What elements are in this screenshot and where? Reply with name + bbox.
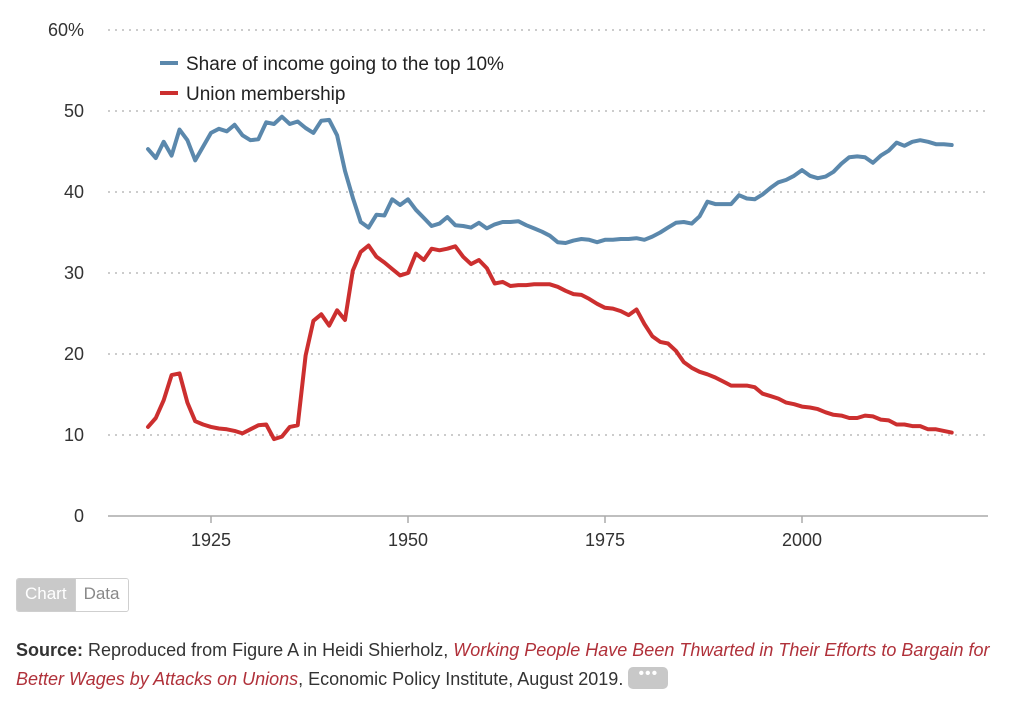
- legend-label: Union membership: [186, 84, 345, 105]
- legend: Share of income going to the top 10% Uni…: [160, 54, 504, 105]
- y-tick-label: 50: [64, 101, 84, 121]
- source-text: Reproduced from Figure A in Heidi Shierh…: [83, 640, 454, 660]
- source-text-end: , Economic Policy Institute, August 2019…: [298, 669, 624, 689]
- series-line-income-share[interactable]: [146, 114, 954, 245]
- chart-tab[interactable]: Chart: [17, 579, 75, 611]
- y-tick-label: 20: [64, 344, 84, 364]
- y-tick-label: 60%: [48, 20, 84, 40]
- series-line-union-membership[interactable]: [146, 243, 954, 442]
- source-note: Source: Reproduced from Figure A in Heid…: [16, 636, 1016, 694]
- more-options-button[interactable]: •••: [628, 666, 669, 690]
- x-tick-label: 1975: [585, 530, 625, 550]
- y-tick-label: 0: [74, 506, 84, 526]
- chart-data-toggle: Chart Data: [16, 578, 129, 612]
- y-tick-label: 10: [64, 425, 84, 445]
- y-tick-label: 30: [64, 263, 84, 283]
- line-chart: 0 10 20 30 40 50 60% 1925 1950 1975 2000 Share of…: [48, 20, 988, 550]
- x-axis: 1925 1950 1975 2000: [191, 516, 822, 550]
- series-lines: [146, 114, 954, 442]
- source-title-link[interactable]: Working People Have Been Thwarted in The…: [16, 640, 990, 689]
- x-tick-label: 1925: [191, 530, 231, 550]
- x-tick-label: 1950: [388, 530, 428, 550]
- legend-label: Share of income going to the top 10%: [186, 54, 504, 75]
- legend-item-income-share[interactable]: Share of income going to the top 10%: [160, 54, 504, 75]
- y-tick-label: 40: [64, 182, 84, 202]
- legend-item-union-membership[interactable]: Union membership: [160, 84, 345, 105]
- x-tick-label: 2000: [782, 530, 822, 550]
- y-axis: 0 10 20 30 40 50 60%: [48, 20, 84, 526]
- data-tab[interactable]: Data: [74, 579, 128, 611]
- source-prefix: Source:: [16, 640, 84, 660]
